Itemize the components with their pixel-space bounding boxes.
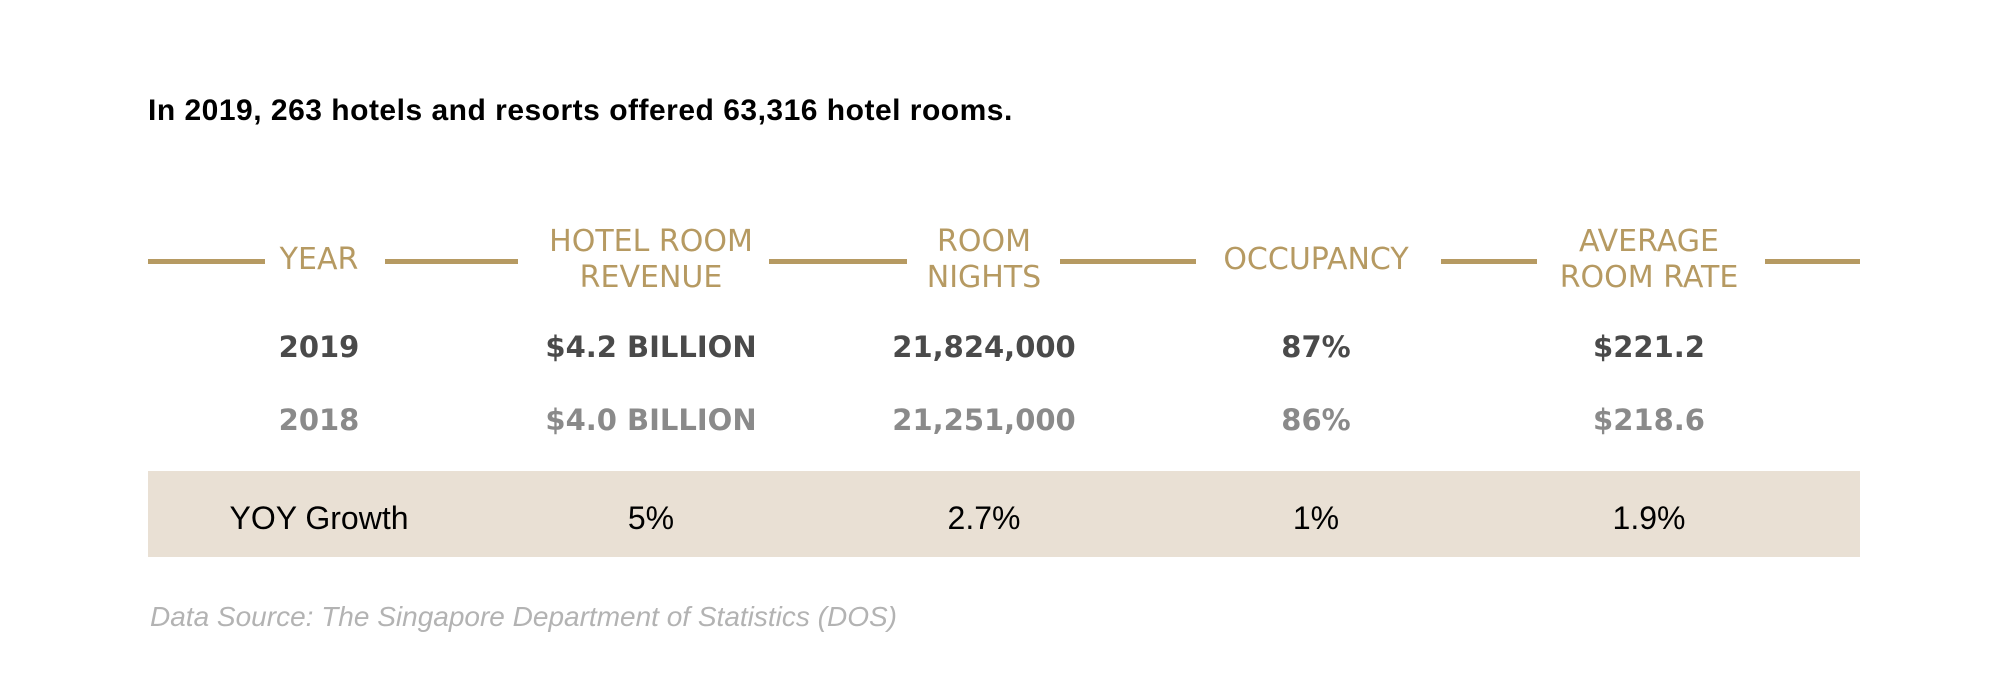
header-hotel-room-revenue: HOTEL ROOM REVENUE	[549, 224, 753, 295]
header-rule	[385, 259, 518, 264]
yoy-growth-band	[148, 471, 1860, 557]
header-room-nights: ROOM NIGHTS	[926, 224, 1042, 295]
cell-occupancy-2019: 87%	[1281, 330, 1351, 364]
yoy-room-nights: 2.7%	[947, 500, 1021, 536]
cell-occupancy-2018: 86%	[1281, 403, 1351, 437]
header-rule	[1060, 259, 1196, 264]
header-average-room-rate: AVERAGE ROOM RATE	[1559, 224, 1739, 295]
yoy-room-rate: 1.9%	[1612, 500, 1686, 536]
headline: In 2019, 263 hotels and resorts offered …	[148, 94, 1013, 127]
cell-year-2019: 2019	[278, 330, 360, 364]
cell-room-nights-2019: 21,824,000	[892, 330, 1076, 364]
cell-room-nights-2018: 21,251,000	[892, 403, 1076, 437]
header-year: YEAR	[279, 242, 359, 277]
data-source-note: Data Source: The Singapore Department of…	[150, 601, 897, 632]
yoy-revenue: 5%	[627, 500, 675, 536]
cell-room-rate-2019: $221.2	[1593, 330, 1705, 364]
yoy-label: YOY Growth	[229, 500, 409, 536]
cell-year-2018: 2018	[278, 403, 360, 437]
header-occupancy: OCCUPANCY	[1223, 242, 1409, 277]
yoy-occupancy: 1%	[1292, 500, 1340, 536]
header-rule	[769, 259, 907, 264]
header-rule	[148, 259, 265, 264]
cell-room-rate-2018: $218.6	[1593, 403, 1705, 437]
cell-revenue-2018: $4.0 BILLION	[545, 403, 757, 437]
header-rule	[1765, 259, 1860, 264]
cell-revenue-2019: $4.2 BILLION	[545, 330, 757, 364]
header-rule	[1441, 259, 1537, 264]
